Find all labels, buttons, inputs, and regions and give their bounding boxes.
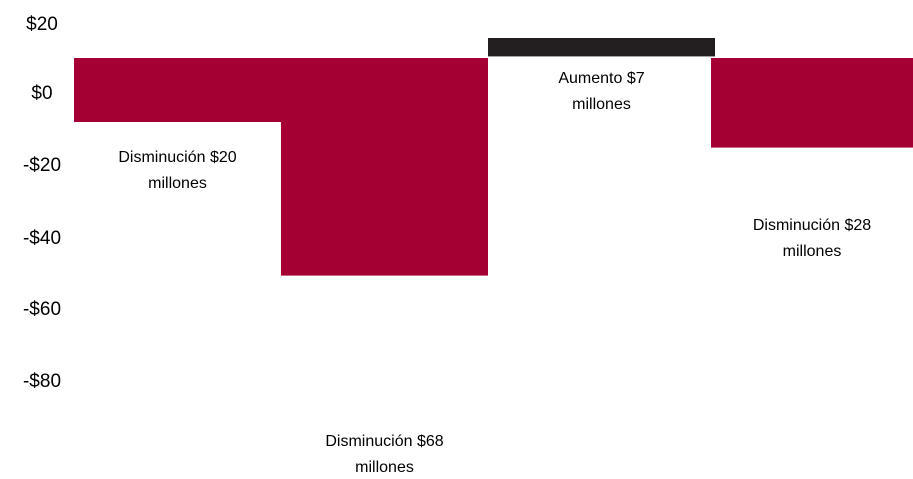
bar-labels: Disminución $20 millones Disminución $68 mi… (118, 70, 871, 476)
bar-data-label-line: millones (355, 459, 414, 476)
y-tick-label: -$20 (23, 155, 61, 176)
bar (711, 58, 913, 148)
bar-data-label: Disminución $68 millones (325, 433, 443, 476)
bars (74, 38, 913, 276)
y-tick-label: -$60 (23, 299, 61, 320)
y-axis: $20 $0 -$20 -$40 -$60 -$80 (23, 14, 61, 392)
bar-data-label-line: Disminución $20 (118, 149, 236, 166)
y-tick-label: -$80 (23, 371, 61, 392)
bar-data-label: Aumento $7 millones (558, 70, 644, 113)
y-tick-label: $20 (26, 14, 58, 35)
bar (281, 58, 488, 276)
bar-data-label-line: Disminución $28 (753, 217, 871, 234)
y-tick-label: $0 (31, 83, 52, 104)
y-tick-label: -$40 (23, 228, 61, 249)
bar (74, 58, 281, 122)
bar-data-label: Disminución $28 millones (753, 217, 871, 260)
bar-data-label: Disminución $20 millones (118, 149, 236, 192)
bar-data-label-line: Disminución $68 (325, 433, 443, 450)
bar-data-label-line: Aumento $7 (558, 70, 644, 87)
bar-data-label-line: millones (572, 96, 631, 113)
bar-data-label-line: millones (148, 175, 207, 192)
bar-data-label-line: millones (783, 243, 842, 260)
bar (488, 38, 715, 57)
